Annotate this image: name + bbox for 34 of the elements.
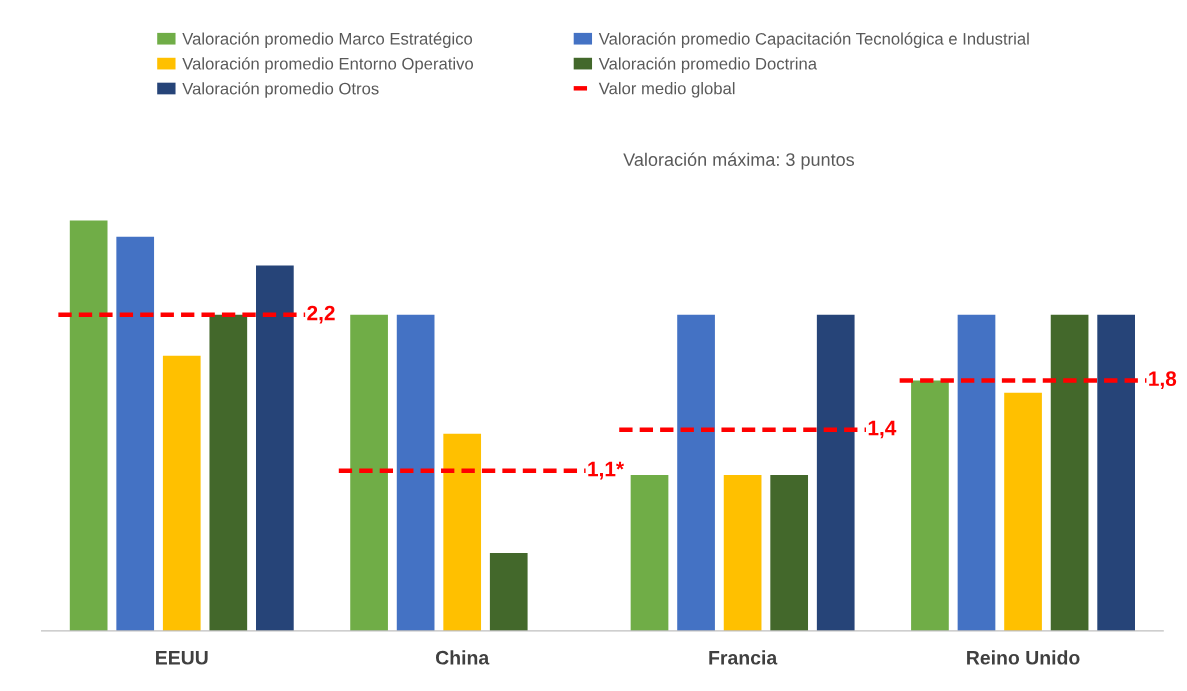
bar bbox=[256, 265, 294, 631]
legend-label: Valoración promedio Marco Estratégico bbox=[182, 32, 473, 49]
x-tick-label: China bbox=[435, 650, 490, 665]
legend-label: Valor medio global bbox=[598, 82, 735, 98]
bar bbox=[723, 474, 762, 631]
bar bbox=[443, 433, 482, 631]
legend-label: Valoración promedio Capacitación Tecnológica e Industrial bbox=[598, 32, 1029, 49]
annotation: 1,1* bbox=[588, 461, 625, 480]
bar bbox=[209, 314, 248, 631]
bar bbox=[350, 314, 388, 631]
bar bbox=[957, 314, 996, 631]
text: Valoración máxima: 3 puntos bbox=[623, 152, 855, 170]
bar bbox=[770, 474, 809, 631]
bar bbox=[162, 355, 201, 631]
annotation: 1,4 bbox=[868, 420, 897, 439]
bar bbox=[911, 380, 949, 631]
bar bbox=[69, 220, 108, 631]
bar bbox=[630, 474, 669, 631]
x-tick-label: Francia bbox=[709, 650, 778, 665]
legend-label: Valoración promedio Entorno Operativo bbox=[182, 57, 474, 73]
bar bbox=[816, 314, 855, 631]
annotation: 1,8 bbox=[1149, 371, 1177, 390]
bar bbox=[116, 236, 155, 631]
annotation: 2,2 bbox=[307, 305, 335, 324]
x-tick-label: EEUU bbox=[156, 651, 208, 665]
bar bbox=[1050, 314, 1089, 631]
bar bbox=[677, 314, 715, 631]
legend-label: Valoración promedio Doctrina bbox=[598, 57, 818, 73]
bar bbox=[489, 552, 528, 631]
legend-label: Valoración promedio Otros bbox=[182, 82, 379, 98]
x-tick-label: Reino Unido bbox=[967, 650, 1080, 665]
bar bbox=[1004, 392, 1042, 631]
bar bbox=[396, 314, 435, 631]
bar bbox=[1097, 314, 1135, 631]
